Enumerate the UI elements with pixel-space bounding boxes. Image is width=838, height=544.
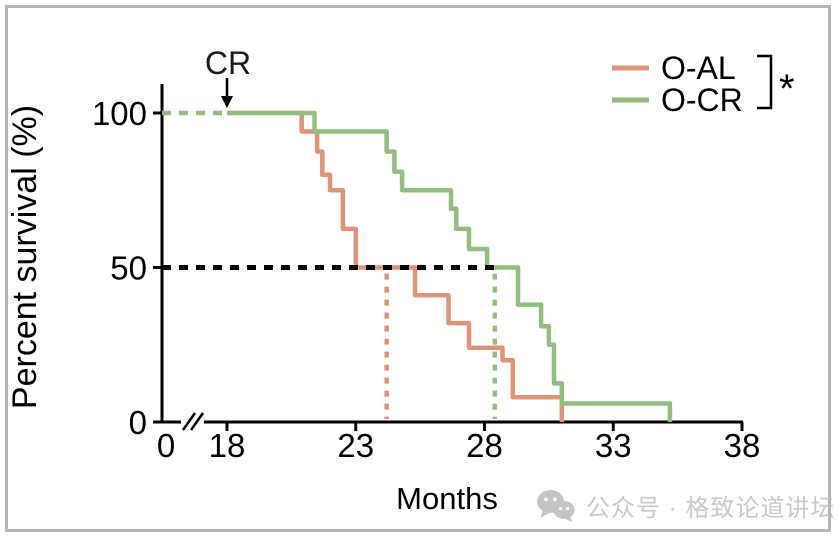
y-tick-label: 50	[110, 250, 147, 287]
survival-curve-o-cr	[227, 110, 673, 422]
watermark: 公众号 · 格致论道讲坛	[536, 488, 835, 523]
axis-break-mark	[181, 412, 205, 431]
x-tick-label: 18	[209, 427, 246, 464]
x-tick-label: 33	[595, 427, 632, 464]
x-tick-label: 28	[466, 427, 503, 464]
cr-arrow-head	[221, 96, 233, 108]
significance-bracket	[757, 54, 773, 110]
significance-asterisk: *	[779, 67, 795, 111]
generated-chart-geometry: 0 50 100 0 18 23 28 33 38	[92, 78, 760, 464]
cr-annotation-label: CR	[205, 45, 251, 81]
x-tick-label: 38	[724, 427, 761, 464]
y-axis-title: Percent survival (%)	[6, 105, 44, 409]
y-tick-label: 100	[92, 95, 147, 132]
wechat-icon	[537, 489, 575, 522]
x-tick-label: 0	[157, 427, 175, 464]
x-axis-title: Months	[396, 481, 498, 516]
legend-label-o-al: O-AL	[661, 50, 736, 86]
x-tick-label: 23	[337, 427, 374, 464]
legend-label-o-cr: O-CR	[661, 82, 743, 118]
watermark-text: 公众号 · 格致论道讲坛	[586, 495, 836, 522]
y-tick-label: 0	[129, 404, 147, 441]
